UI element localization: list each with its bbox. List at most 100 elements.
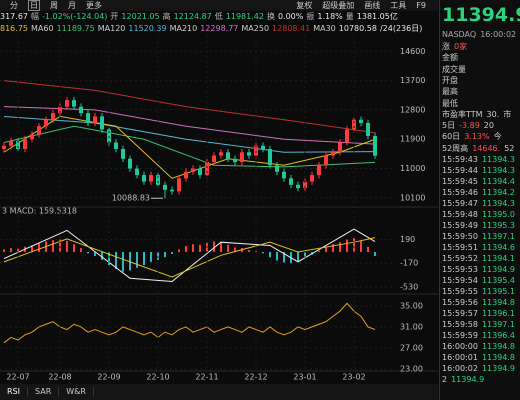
tick-price: 11394.8 [481, 353, 516, 362]
tick-time: 16:00:00 [442, 342, 478, 351]
tool-button[interactable]: 复权 [296, 1, 313, 10]
stat-cell: 成交量 [442, 64, 466, 74]
stat-row: 市盈率TTM 30. 市 [442, 109, 515, 120]
tick-price: 11394.3 [481, 166, 516, 175]
indicator-tab[interactable]: W&R [59, 387, 94, 396]
candle-body [93, 116, 97, 123]
stat-cell: 52 [504, 143, 515, 153]
period-tab[interactable]: 更多 [86, 1, 102, 10]
stat-cell: 5日 [442, 121, 456, 131]
stat-cell: 今 [493, 132, 502, 142]
stat-cell: 最低 [442, 98, 458, 108]
candle-body [212, 155, 216, 163]
y-tick-label: 12800 [400, 105, 425, 114]
candle-body [289, 178, 293, 185]
candle-body [219, 152, 223, 156]
period-tab[interactable]: 分 [10, 1, 18, 10]
tick-time: 15:59:47 [442, 199, 478, 208]
candle-body [170, 189, 174, 192]
indicator-tab[interactable]: SAR [28, 387, 60, 396]
tick-row: 15:59:43 11394.3 [442, 155, 519, 164]
quote-item: 11981.42 [225, 12, 264, 21]
stat-row: 开盘 [442, 75, 462, 86]
tool-button[interactable]: F9 [416, 1, 426, 10]
stat-cell: 20 [483, 121, 494, 131]
candle-body [100, 116, 104, 130]
candle-body [163, 184, 167, 190]
quote-item: 12124.87 [173, 12, 212, 21]
x-tick-label: 23-02 [342, 373, 365, 382]
y-tick-label: -170 [400, 259, 418, 268]
tick-time: 15:59:55 [442, 287, 478, 296]
tick-row: 15:59:59 11396.4 [442, 331, 519, 340]
candle-body [156, 175, 160, 185]
stat-cell: 3.13% [464, 132, 490, 142]
stat-row: 金额 [442, 52, 462, 63]
quote-item: 开 [110, 12, 119, 21]
tick-price: 11396.1 [481, 309, 516, 318]
quote-item: 317.67 [0, 12, 28, 21]
y-tick-label: 35.00 [400, 301, 423, 310]
x-tick-label: 22-08 [48, 373, 71, 382]
period-tab[interactable]: 日 [28, 0, 40, 11]
y-tick-label: 23.00 [400, 364, 423, 373]
tick-row: 2 11394.9 [442, 375, 488, 384]
tool-button[interactable]: 画线 [364, 1, 381, 10]
candle-body [247, 152, 251, 156]
tick-price: 11397.1 [481, 232, 516, 241]
ma-line [3, 80, 376, 134]
tick-row: 15:59:45 11394.4 [442, 177, 519, 186]
tick-price: 11394.9 [481, 364, 516, 373]
tick-time: 15:59:46 [442, 188, 478, 197]
candle-body [226, 152, 230, 159]
candle-body [317, 165, 321, 176]
stat-row: 成交量 [442, 64, 470, 75]
ma-item: 12298.77 [200, 24, 239, 33]
period-tab[interactable]: 周 [50, 1, 58, 10]
side-panel: 11394.9 NASDAQ 16:00:02 涨 0家 金额 成交量 开盘 最高 最低 市盈率TT… [439, 0, 520, 400]
tick-price: 11394.9 [481, 265, 516, 274]
quote-item: 幅 [31, 12, 39, 21]
period-tab[interactable]: 月 [68, 1, 76, 10]
ma-line [3, 106, 376, 145]
tick-row: 15:59:47 11394.3 [442, 199, 519, 208]
ma-item: /24(236日) [379, 24, 423, 33]
tick-price: 11394.9 [451, 375, 485, 384]
stat-row: 5日 -3.89 20 [442, 120, 498, 131]
tool-button[interactable]: 工具 [390, 1, 407, 10]
ma-line [3, 125, 376, 168]
candle-body [198, 168, 202, 176]
bottom-tabs: RSI SAR W&R [0, 384, 438, 400]
tick-row: 15:59:46 11394.2 [442, 188, 519, 197]
tick-price: 11394.6 [481, 243, 516, 252]
ma-item: 12808.41 [272, 24, 311, 33]
candle-body [331, 152, 335, 156]
quote-item: 换 [266, 12, 275, 21]
tool-button[interactable]: 超级叠加 [322, 1, 355, 10]
candle-body [121, 149, 125, 159]
y-tick-label: -530 [400, 282, 418, 291]
stat-row: 最低 [442, 98, 462, 109]
candle-body [205, 162, 209, 176]
tick-row: 15:59:55 11395.1 [442, 287, 519, 296]
y-tick-label: 31.00 [400, 322, 423, 331]
x-tick-label: 22-10 [146, 373, 169, 382]
candle-body [366, 122, 370, 136]
tick-row: 15:59:58 11397.1 [442, 320, 519, 329]
candle-body [114, 142, 118, 150]
stat-row: 52周高 14646. 52 [442, 143, 518, 154]
quote-item: 1381.05亿 [356, 12, 398, 21]
exchange: NASDAQ [442, 30, 477, 39]
candle-body [65, 100, 69, 107]
exchange-line: NASDAQ 16:00:02 [442, 30, 520, 39]
tick-row: 15:59:44 11394.3 [442, 166, 519, 175]
candle-body [261, 145, 265, 150]
candle-body [128, 158, 132, 169]
ma-item: 11520.39 [128, 24, 167, 33]
quote-item: 振 [306, 12, 315, 21]
stat-cell: 52周高 [442, 143, 469, 153]
quote-item: 12021.05 [121, 12, 160, 21]
indicator-tab[interactable]: RSI [0, 387, 28, 396]
candle-body [86, 113, 90, 123]
stat-cell: 市盈率TTM [442, 109, 483, 119]
